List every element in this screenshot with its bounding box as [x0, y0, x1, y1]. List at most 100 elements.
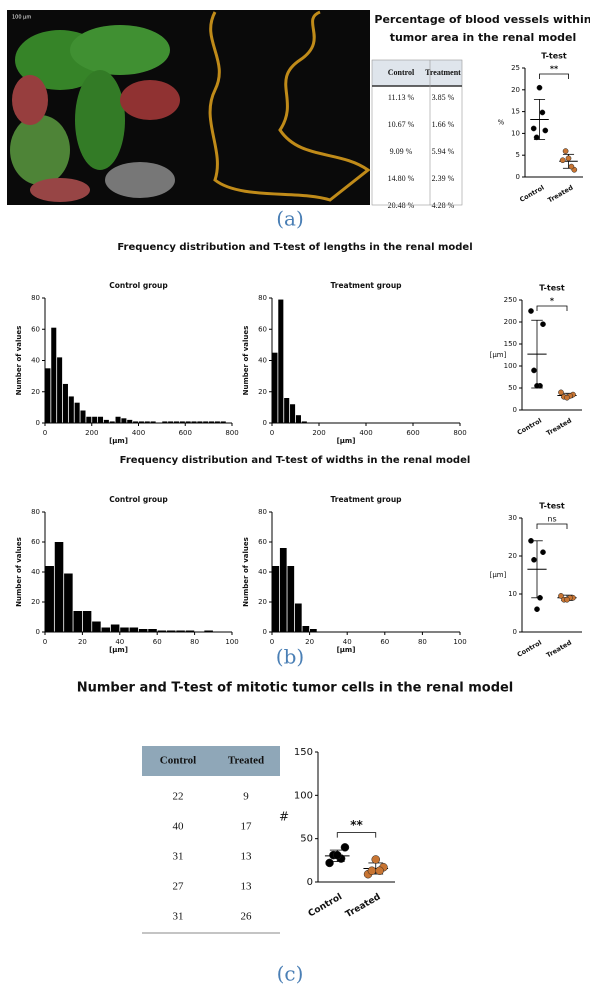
y-axis-label: Number of values [242, 537, 250, 607]
x-tick-label: 20 [78, 638, 87, 646]
table-cell: 31 [173, 911, 184, 923]
y-axis-label: # [279, 810, 289, 824]
x-tick-label: Control [518, 184, 545, 204]
bar [145, 421, 150, 423]
y-tick-label: 40 [258, 357, 267, 365]
data-point [528, 308, 533, 313]
y-tick-label: 20 [258, 598, 267, 606]
scale-label: 100 µm [12, 15, 31, 21]
x-tick-label: Control [516, 639, 543, 659]
x-tick-label: 200 [85, 429, 98, 437]
bar [73, 611, 82, 632]
table-header: Control [160, 755, 196, 767]
panel-label: (c) [277, 962, 304, 986]
panel-title: Percentage of blood vessels within [374, 13, 590, 26]
x-tick-label: 600 [406, 429, 419, 437]
y-tick-label: 50 [300, 834, 313, 845]
table-cell: 40 [173, 821, 185, 833]
bar [116, 417, 121, 423]
chart-title: Control group [109, 495, 168, 504]
x-tick-label: Treated [545, 638, 573, 659]
bar [92, 622, 101, 633]
bar [204, 631, 213, 633]
table-cell: 4.28 % [432, 201, 455, 210]
y-tick-label: 0 [307, 877, 313, 888]
y-tick-label: 80 [31, 508, 40, 516]
table-cell: 11.13 % [388, 93, 415, 102]
data-point [534, 135, 539, 140]
table-cell: 1.66 % [432, 120, 455, 129]
y-tick-label: 10 [508, 590, 517, 598]
y-tick-label: 100 [504, 362, 517, 370]
bar [139, 629, 148, 632]
y-tick-label: 20 [258, 388, 267, 396]
bar [278, 300, 283, 423]
bar [139, 421, 144, 423]
data-point [534, 383, 539, 388]
y-tick-label: 15 [511, 108, 520, 116]
table-cell: 17 [241, 821, 253, 833]
y-tick-label: 0 [513, 406, 517, 414]
bar [51, 328, 56, 423]
data-point [531, 368, 536, 373]
x-tick-label: 0 [43, 638, 47, 646]
bar [75, 403, 80, 423]
y-tick-label: 0 [263, 628, 267, 636]
x-axis-label: [µm] [337, 437, 356, 445]
bar [55, 542, 64, 632]
data-point [537, 85, 542, 90]
bar [296, 415, 301, 423]
significance-bracket [537, 306, 567, 311]
bar [120, 628, 129, 633]
x-axis-label: [µm] [109, 646, 128, 654]
bar [191, 421, 196, 423]
y-tick-label: 60 [31, 538, 40, 546]
x-tick-label: 40 [343, 638, 352, 646]
data-point [540, 110, 545, 115]
x-tick-label: 800 [225, 429, 238, 437]
x-tick-label: 200 [312, 429, 325, 437]
bar [284, 398, 289, 423]
bar [280, 548, 287, 632]
y-tick-label: 20 [508, 552, 517, 560]
y-tick-label: 250 [504, 296, 517, 304]
bar [162, 421, 167, 423]
y-axis-label: Number of values [242, 326, 250, 396]
bar [151, 421, 156, 423]
data-point [563, 149, 568, 154]
data-point [540, 550, 545, 555]
y-tick-label: 10 [511, 129, 520, 137]
y-axis-label: Number of values [15, 537, 23, 607]
x-tick-label: 20 [305, 638, 314, 646]
data-point [569, 164, 574, 169]
chart-title: T-test [539, 284, 565, 293]
panel-title: Number and T-test of mitotic tumor cells… [77, 681, 514, 696]
x-tick-label: 0 [270, 638, 274, 646]
data-point [564, 395, 569, 400]
y-tick-label: 0 [36, 419, 40, 427]
bar [203, 421, 208, 423]
x-tick-label: 400 [132, 429, 145, 437]
bar [302, 421, 307, 423]
table-cell: 22 [173, 791, 184, 803]
y-tick-label: 100 [294, 790, 313, 801]
y-tick-label: 20 [511, 86, 520, 94]
bar [287, 566, 294, 632]
y-tick-label: 60 [258, 325, 267, 333]
y-tick-label: 150 [294, 747, 313, 758]
data-point [537, 595, 542, 600]
figure: 100 µm Percentage of blood vessels withi… [0, 0, 590, 992]
bar [148, 629, 157, 632]
x-tick-label: 0 [270, 429, 274, 437]
bar [180, 421, 185, 423]
y-tick-label: 30 [508, 514, 517, 522]
bar [158, 631, 167, 633]
chart-title: T-test [539, 502, 565, 511]
bar [133, 421, 138, 423]
x-axis-label: [µm] [337, 646, 356, 654]
data-point [333, 851, 341, 859]
data-point [564, 597, 569, 602]
bar [98, 417, 103, 423]
x-tick-label: Treated [545, 416, 573, 437]
chart-title: Treatment group [330, 281, 402, 290]
